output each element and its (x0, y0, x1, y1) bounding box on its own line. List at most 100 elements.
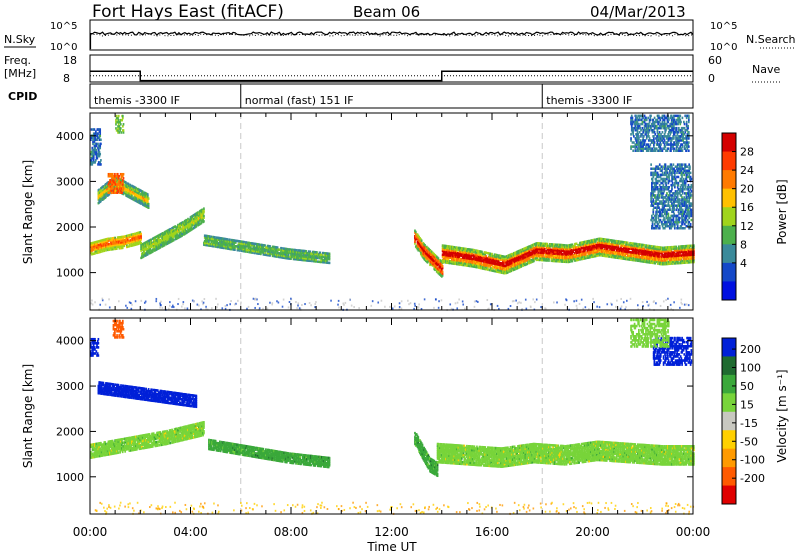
noise-point (358, 307, 360, 310)
noise-point (337, 299, 340, 302)
data-cell (311, 259, 313, 263)
data-cell (168, 230, 171, 233)
noise-point (297, 302, 300, 305)
data-cell (159, 238, 162, 242)
data-cell (172, 237, 174, 240)
data-cell (114, 245, 116, 249)
data-cell (238, 241, 240, 245)
data-cell (452, 260, 455, 264)
data-cell (166, 237, 168, 240)
data-cell (118, 239, 121, 243)
noise-point (131, 303, 133, 306)
data-cell (543, 257, 546, 260)
data-cell (104, 240, 106, 243)
data-cell (128, 245, 131, 248)
data-cell (136, 240, 139, 244)
noise-point (513, 300, 515, 303)
data-cell (240, 249, 243, 253)
data-cell (126, 245, 129, 248)
data-cell (134, 232, 137, 235)
data-cell (246, 250, 249, 254)
data-cell (481, 256, 483, 259)
data-cell (315, 252, 317, 256)
data-cell (461, 254, 463, 257)
data-cell (120, 185, 122, 189)
data-cell (153, 247, 156, 251)
nsearch-tick-bottom: 10^0 (710, 42, 737, 53)
data-cell (201, 217, 204, 221)
noise-point (101, 297, 104, 300)
noise-point (488, 307, 490, 310)
data-cell (225, 241, 228, 245)
noise-point (246, 307, 248, 310)
noise-point (140, 299, 143, 302)
noise-point (473, 305, 476, 308)
data-cell (142, 255, 145, 258)
data-cell (134, 234, 137, 237)
freq-label: Freq. (4, 54, 31, 67)
noise-point (629, 297, 632, 300)
data-cell (111, 237, 114, 240)
noise-point (104, 303, 107, 306)
cpid-segments: themis -3300 IF normal (fast) 151 IF themi… (94, 84, 632, 108)
data-cell (450, 258, 453, 261)
data-cell (163, 238, 166, 241)
data-cell (316, 254, 319, 258)
data-cell (484, 265, 487, 269)
data-cell (540, 242, 543, 245)
data-cell (481, 250, 483, 254)
data-cell (150, 240, 152, 243)
noise-point (535, 298, 538, 301)
data-cell (226, 238, 229, 241)
data-cell (546, 242, 549, 246)
data-cell (206, 236, 209, 240)
noise-point (578, 302, 581, 305)
data-cell (249, 249, 252, 252)
noise-point (461, 300, 464, 303)
data-cell (231, 244, 234, 247)
data-cell (487, 252, 490, 255)
data-cell (502, 262, 505, 266)
power-plot-area (90, 113, 695, 311)
data-cell (271, 252, 274, 256)
data-cell (122, 237, 125, 240)
noise-point (91, 303, 94, 306)
data-cell (115, 247, 118, 250)
data-cell (226, 245, 229, 248)
data-cell (459, 263, 462, 266)
noise-point (134, 300, 137, 303)
data-cell (538, 251, 540, 254)
data-cell (462, 263, 465, 267)
noise-point (524, 298, 527, 301)
data-cell (138, 236, 141, 240)
data-cell (145, 195, 147, 199)
data-cell (119, 183, 122, 187)
noise-point (254, 298, 256, 301)
noise-point (287, 306, 290, 309)
data-cell (101, 242, 104, 246)
data-cell (253, 244, 256, 247)
data-cell (125, 238, 127, 242)
data-cell (494, 260, 497, 264)
data-cell (264, 251, 266, 255)
noise-point (221, 307, 224, 310)
data-cell (213, 245, 215, 248)
data-cell (511, 252, 513, 256)
data-cell (139, 231, 142, 234)
data-cell (245, 241, 248, 244)
noise-point (262, 307, 264, 310)
data-cell (230, 247, 233, 251)
noise-point (126, 306, 129, 309)
data-cell (525, 253, 528, 257)
data-cell (291, 248, 294, 252)
noise-point (433, 306, 435, 309)
noise-point (626, 299, 628, 302)
data-cell (108, 237, 111, 240)
data-cell (108, 193, 111, 196)
data-cell (533, 255, 536, 259)
noise-point (683, 303, 686, 306)
nsearch-label: N.Search (746, 33, 796, 46)
data-cell (275, 255, 278, 258)
noise-point (680, 298, 683, 301)
data-cell (506, 258, 508, 262)
